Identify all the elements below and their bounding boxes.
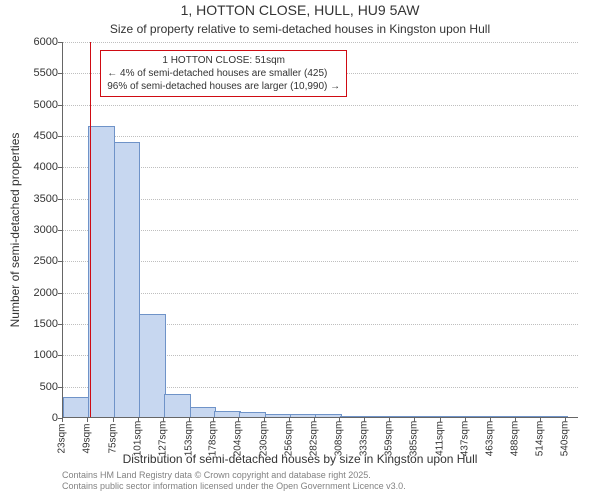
y-tick-mark [58,105,62,106]
y-tick-label: 500 [18,381,58,393]
histogram-bar [265,414,292,418]
histogram-bar [63,397,90,417]
gridline [63,105,578,106]
x-tick-mark [87,418,88,422]
x-tick-mark [62,418,63,422]
y-tick-mark [58,293,62,294]
histogram-bar [390,416,417,417]
x-tick-mark [339,418,340,422]
chart-root: 1, HOTTON CLOSE, HULL, HU9 5AW Size of p… [0,0,600,500]
gridline [63,42,578,43]
histogram-bar [164,394,191,417]
histogram-bar [541,416,568,417]
histogram-bar [239,412,266,417]
histogram-bar [88,126,115,417]
x-tick-mark [515,418,516,422]
histogram-bar [315,414,342,417]
callout-title: 1 HOTTON CLOSE: 51sqm [107,54,340,67]
histogram-bar [340,416,367,417]
x-tick-mark [314,418,315,422]
footer-line2: Contains public sector information licen… [62,481,406,492]
x-tick-mark [113,418,114,422]
x-tick-mark [264,418,265,422]
x-tick-mark [163,418,164,422]
histogram-bar [365,416,392,417]
x-tick-mark [289,418,290,422]
y-tick-label: 0 [18,412,58,424]
y-tick-label: 5500 [18,67,58,79]
y-tick-label: 3000 [18,224,58,236]
y-tick-label: 4500 [18,130,58,142]
x-tick-mark [238,418,239,422]
x-tick-mark [138,418,139,422]
y-tick-label: 5000 [18,99,58,111]
y-tick-label: 2500 [18,255,58,267]
y-tick-mark [58,261,62,262]
y-tick-label: 3500 [18,193,58,205]
histogram-bar [516,416,543,417]
chart-subtitle: Size of property relative to semi-detach… [0,22,600,36]
histogram-bar [415,416,442,417]
property-marker-line [90,42,91,417]
x-tick-mark [540,418,541,422]
y-tick-mark [58,199,62,200]
histogram-bar [491,416,518,417]
y-tick-mark [58,73,62,74]
x-tick-mark [364,418,365,422]
y-tick-mark [58,355,62,356]
x-tick-mark [389,418,390,422]
x-tick-mark [213,418,214,422]
y-tick-mark [58,42,62,43]
y-tick-mark [58,387,62,388]
histogram-bar [114,142,141,417]
x-tick-mark [490,418,491,422]
callout-box: 1 HOTTON CLOSE: 51sqm← 4% of semi-detach… [100,50,347,97]
y-tick-mark [58,136,62,137]
histogram-bar [139,314,166,417]
y-tick-label: 6000 [18,36,58,48]
histogram-bar [466,416,493,417]
x-tick-mark [465,418,466,422]
y-tick-mark [58,230,62,231]
x-axis-label: Distribution of semi-detached houses by … [0,452,600,466]
y-tick-label: 1000 [18,349,58,361]
footer-attribution: Contains HM Land Registry data © Crown c… [62,470,406,493]
histogram-bar [441,416,468,417]
y-tick-label: 2000 [18,287,58,299]
callout-larger: 96% of semi-detached houses are larger (… [107,80,340,93]
callout-smaller: ← 4% of semi-detached houses are smaller… [107,67,340,80]
histogram-bar [214,411,241,417]
footer-line1: Contains HM Land Registry data © Crown c… [62,470,406,481]
histogram-bar [290,414,317,417]
y-tick-label: 4000 [18,161,58,173]
x-tick-mark [414,418,415,422]
x-tick-mark [189,418,190,422]
histogram-bar [190,407,217,417]
x-tick-mark [565,418,566,422]
x-tick-mark [440,418,441,422]
gridline [63,136,578,137]
y-tick-mark [58,324,62,325]
chart-title: 1, HOTTON CLOSE, HULL, HU9 5AW [0,2,600,18]
plot-area: 1 HOTTON CLOSE: 51sqm← 4% of semi-detach… [62,42,578,418]
y-tick-label: 1500 [18,318,58,330]
y-tick-mark [58,167,62,168]
